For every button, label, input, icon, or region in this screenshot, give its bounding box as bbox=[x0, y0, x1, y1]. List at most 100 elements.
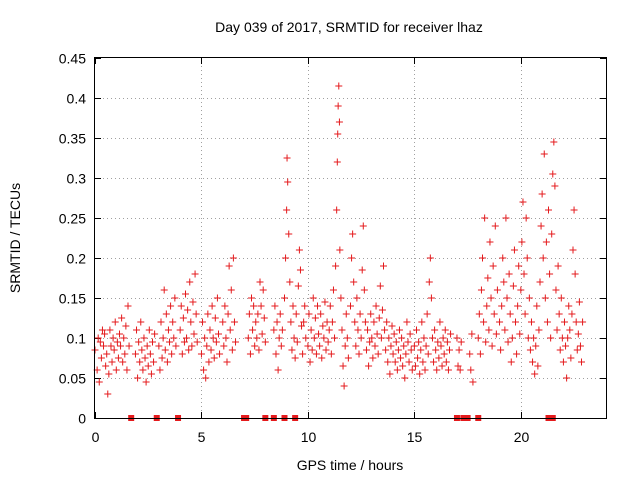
data-point bbox=[246, 350, 254, 358]
data-point bbox=[343, 334, 351, 342]
data-point bbox=[469, 378, 477, 386]
data-point bbox=[141, 354, 149, 362]
data-point bbox=[490, 310, 498, 318]
data-point bbox=[143, 342, 151, 350]
data-point bbox=[205, 358, 213, 366]
data-point bbox=[208, 302, 216, 310]
data-point bbox=[479, 254, 487, 262]
data-point bbox=[369, 354, 377, 362]
data-point bbox=[541, 294, 549, 302]
data-point bbox=[207, 346, 215, 354]
data-point bbox=[181, 290, 189, 298]
data-point bbox=[425, 278, 433, 286]
data-point bbox=[523, 254, 531, 262]
y-tick-label: 0.35 bbox=[59, 131, 86, 147]
data-point bbox=[95, 378, 103, 386]
data-point bbox=[499, 254, 507, 262]
data-point bbox=[410, 342, 418, 350]
data-point bbox=[551, 182, 559, 190]
data-point bbox=[122, 322, 130, 330]
data-point bbox=[150, 358, 158, 366]
data-point bbox=[402, 350, 410, 358]
data-point bbox=[564, 334, 572, 342]
data-point bbox=[578, 358, 586, 366]
data-point bbox=[225, 262, 233, 270]
data-point bbox=[366, 338, 374, 346]
data-point bbox=[142, 378, 150, 386]
data-point bbox=[114, 354, 122, 362]
data-point bbox=[212, 338, 220, 346]
data-point bbox=[556, 346, 564, 354]
data-point bbox=[453, 334, 461, 342]
data-point bbox=[362, 346, 370, 354]
data-point bbox=[516, 330, 524, 338]
data-point bbox=[134, 374, 142, 382]
data-point bbox=[476, 350, 484, 358]
data-point bbox=[482, 338, 490, 346]
data-point bbox=[326, 302, 334, 310]
data-point bbox=[515, 262, 523, 270]
data-point bbox=[518, 238, 526, 246]
data-point bbox=[361, 318, 369, 326]
data-point bbox=[223, 358, 231, 366]
data-point bbox=[111, 318, 119, 326]
data-point bbox=[306, 358, 314, 366]
data-point bbox=[497, 346, 505, 354]
data-point bbox=[210, 354, 218, 362]
data-point bbox=[567, 354, 575, 362]
data-point bbox=[569, 246, 577, 254]
data-point bbox=[483, 302, 491, 310]
y-tick-label: 0.2 bbox=[67, 251, 87, 267]
data-point bbox=[135, 338, 143, 346]
data-point bbox=[418, 318, 426, 326]
data-point bbox=[430, 358, 438, 366]
data-point bbox=[124, 302, 132, 310]
data-point bbox=[145, 326, 153, 334]
data-point bbox=[113, 338, 121, 346]
data-point bbox=[507, 358, 515, 366]
data-point bbox=[440, 350, 448, 358]
data-point bbox=[535, 326, 543, 334]
data-point bbox=[209, 334, 217, 342]
data-point bbox=[421, 366, 429, 374]
data-point bbox=[204, 310, 212, 318]
data-point bbox=[540, 150, 548, 158]
data-point bbox=[178, 350, 186, 358]
data-point bbox=[167, 302, 175, 310]
data-point bbox=[186, 278, 194, 286]
data-point bbox=[187, 318, 195, 326]
data-point bbox=[432, 346, 440, 354]
data-point bbox=[137, 318, 145, 326]
data-point bbox=[416, 370, 424, 378]
data-point bbox=[342, 310, 350, 318]
data-point bbox=[305, 310, 313, 318]
axis-ticks: 0 0.05 0.1 0.15 0.2 0.25 0.3 0.35 0.4 0.45 0 5 10 15 2… bbox=[59, 51, 606, 445]
data-point bbox=[532, 342, 540, 350]
data-point bbox=[485, 326, 493, 334]
data-point bbox=[487, 294, 495, 302]
data-point bbox=[505, 270, 513, 278]
data-point bbox=[537, 222, 545, 230]
data-point bbox=[292, 310, 300, 318]
data-point bbox=[538, 190, 546, 198]
data-point bbox=[213, 294, 221, 302]
data-point bbox=[192, 310, 200, 318]
data-point bbox=[351, 318, 359, 326]
data-point bbox=[140, 334, 148, 342]
data-point bbox=[400, 342, 408, 350]
data-point bbox=[404, 338, 412, 346]
data-point bbox=[133, 326, 141, 334]
data-point bbox=[526, 346, 534, 354]
data-point bbox=[442, 358, 450, 366]
data-point bbox=[373, 330, 381, 338]
data-point bbox=[390, 330, 398, 338]
data-point bbox=[255, 346, 263, 354]
data-point bbox=[468, 330, 476, 338]
data-point bbox=[131, 350, 139, 358]
data-point bbox=[424, 350, 432, 358]
data-point bbox=[509, 282, 517, 290]
data-point bbox=[211, 314, 219, 322]
data-point bbox=[179, 314, 187, 322]
data-point bbox=[168, 350, 176, 358]
data-point bbox=[339, 362, 347, 370]
